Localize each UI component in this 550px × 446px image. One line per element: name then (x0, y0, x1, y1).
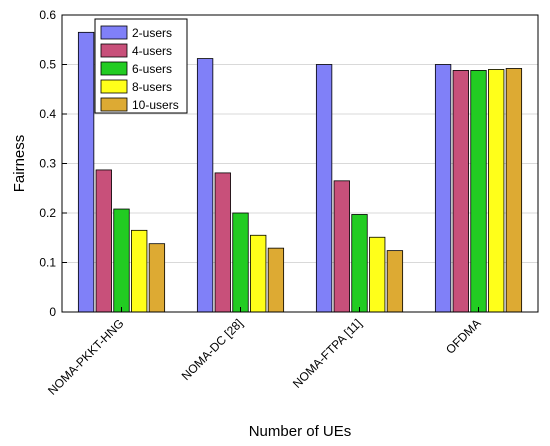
legend-swatch (100, 79, 128, 94)
bar-8-users-2 (369, 236, 386, 313)
x-tick-label: OFDMA (443, 316, 484, 357)
legend-label: 8-users (132, 80, 172, 94)
legend-swatch (100, 61, 128, 76)
bar-2-users-0 (77, 31, 95, 313)
legend-label: 2-users (132, 26, 172, 40)
x-axis-ticks: NOMA-PKKT-HNG NOMA-DC [28] NOMA-FTPA [11] O… (45, 307, 484, 398)
x-axis-title: Number of UEs (249, 423, 352, 440)
bar-6-users-3 (470, 70, 487, 313)
bar-8-users-1 (250, 234, 267, 313)
x-tick-label: NOMA-FTPA [11] (290, 316, 365, 391)
bar-2-users-1 (196, 58, 214, 313)
bar-4-users-3 (452, 70, 469, 313)
y-tick-label: 0.6 (39, 8, 56, 22)
legend-label: 6-users (132, 62, 172, 76)
bar-6-users-1 (232, 212, 249, 313)
y-axis-ticks: 0 0.1 0.2 0.3 0.4 0.5 0.6 (39, 8, 67, 319)
legend-swatch (100, 97, 128, 112)
bar-4-users-1 (214, 172, 231, 313)
legend-label: 10-users (132, 98, 179, 112)
y-axis-title: Fairness (11, 135, 28, 193)
legend: 2-users 4-users 6-users 8-users 10-users (94, 18, 188, 114)
y-tick-label: 0.3 (39, 157, 56, 171)
y-tick-label: 0.1 (39, 256, 56, 270)
legend-label: 4-users (132, 44, 172, 58)
bar-10-users-1 (267, 247, 285, 313)
bar-2-users-2 (315, 64, 333, 313)
bar-4-users-2 (333, 180, 350, 313)
legend-swatch (100, 25, 128, 40)
y-tick-label: 0.5 (39, 58, 56, 72)
bar-6-users-2 (351, 214, 368, 313)
legend-swatch (100, 43, 128, 58)
bar-10-users-0 (148, 243, 166, 313)
y-tick-label: 0.2 (39, 206, 56, 220)
x-tick-label: NOMA-PKKT-HNG (45, 316, 127, 398)
bar-8-users-3 (488, 69, 505, 313)
x-tick-label: NOMA-DC [28] (179, 316, 246, 383)
y-tick-label: 0 (49, 305, 56, 319)
bar-4-users-0 (95, 169, 112, 313)
y-tick-label: 0.4 (39, 107, 56, 121)
bar-10-users-2 (386, 250, 404, 313)
bar-8-users-0 (131, 229, 148, 313)
bar-10-users-3 (505, 68, 523, 313)
bar-6-users-0 (113, 208, 130, 313)
bar-2-users-3 (434, 64, 452, 313)
